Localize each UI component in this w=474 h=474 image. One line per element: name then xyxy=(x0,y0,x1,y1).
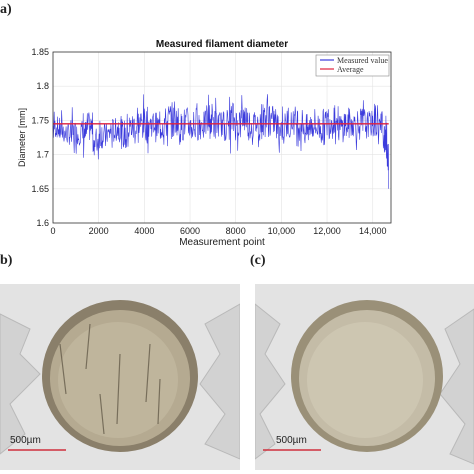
y-tick-label: 1.65 xyxy=(31,184,49,194)
scale-bar-label-b: 500µm xyxy=(10,435,41,446)
plot-frame xyxy=(52,51,392,224)
measured-value-line xyxy=(52,94,390,189)
legend-box xyxy=(315,54,390,77)
x-tick-label: 2000 xyxy=(89,226,109,236)
y-tick-label: 1.85 xyxy=(31,47,49,57)
chart-title: Measured filament diameter xyxy=(156,39,288,50)
y-tick-label: 1.6 xyxy=(36,218,49,228)
x-tick-label: 14,000 xyxy=(359,226,387,236)
y-tick-label: 1.7 xyxy=(36,150,49,160)
micrograph-b xyxy=(0,284,240,470)
y-tick-label: 1.75 xyxy=(31,115,49,125)
panel-label-b: b) xyxy=(0,253,13,268)
legend-label-measured: Measured value xyxy=(337,56,388,65)
y-tick-label: 1.8 xyxy=(36,81,49,91)
panel-label-a: a) xyxy=(0,2,12,17)
micrograph-c xyxy=(255,284,474,470)
filament-diameter-chart: 1.6 1.65 1.7 1.75 1.8 1.85 0 2000 4000 6000 8000 10… xyxy=(17,39,392,248)
measured-series xyxy=(52,94,390,189)
legend: Measured value Average xyxy=(315,54,390,77)
x-tick-label: 6000 xyxy=(180,226,200,236)
x-tick-label: 4000 xyxy=(134,226,154,236)
x-tick-label: 12,000 xyxy=(313,226,341,236)
ticks: 1.6 1.65 1.7 1.75 1.8 1.85 0 2000 4000 6000 8000 10… xyxy=(31,47,386,236)
x-tick-label: 0 xyxy=(50,226,55,236)
x-tick-label: 8000 xyxy=(226,226,246,236)
x-axis-label: Measurement point xyxy=(179,237,265,248)
scale-bar-label-c: 500µm xyxy=(276,435,307,446)
panel-label-c: (c) xyxy=(250,253,266,268)
legend-label-average: Average xyxy=(337,65,364,74)
y-axis-label: Diameter [mm] xyxy=(17,108,27,167)
x-tick-label: 10,000 xyxy=(268,226,296,236)
